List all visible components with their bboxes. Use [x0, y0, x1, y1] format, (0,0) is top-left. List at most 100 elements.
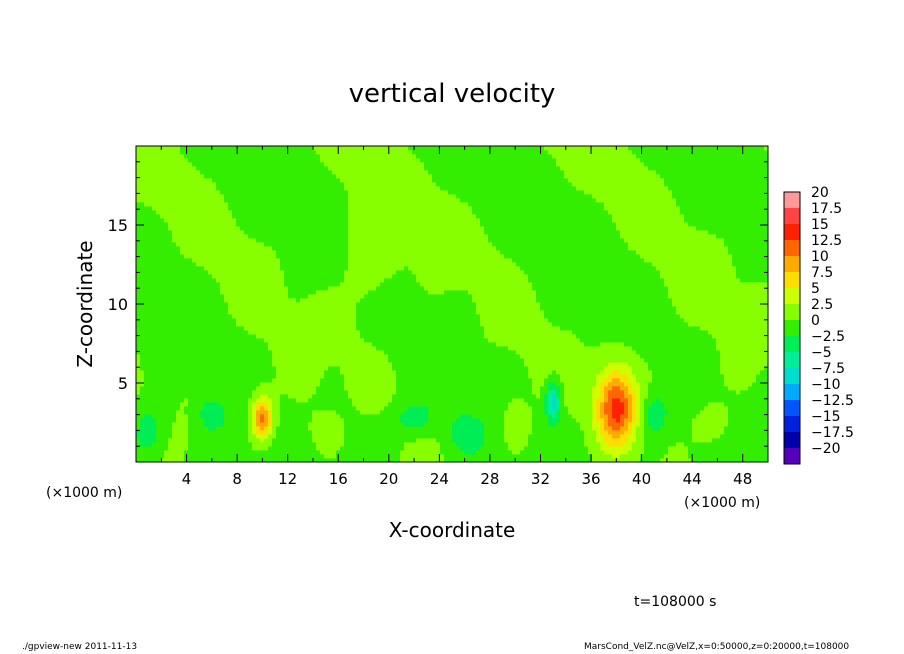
heatmap-cell — [656, 422, 661, 427]
heatmap-cell — [480, 450, 485, 455]
heatmap-cell — [712, 346, 717, 351]
heatmap-cell — [396, 370, 401, 375]
heatmap-cell — [420, 350, 425, 355]
heatmap-cell — [392, 346, 397, 351]
heatmap-cell — [252, 430, 257, 435]
heatmap-cell — [240, 354, 245, 359]
heatmap-cell — [380, 342, 385, 347]
heatmap-cell — [468, 370, 473, 375]
heatmap-cell — [704, 378, 709, 383]
heatmap-cell — [208, 434, 213, 439]
heatmap-cell — [400, 446, 405, 451]
heatmap-cell — [656, 350, 661, 355]
heatmap-cell — [376, 342, 381, 347]
heatmap-cell — [300, 382, 305, 387]
heatmap-cell — [748, 434, 753, 439]
heatmap-cell — [736, 378, 741, 383]
heatmap-cell — [468, 406, 473, 411]
heatmap-cell — [500, 334, 505, 339]
heatmap-cell — [140, 438, 145, 443]
heatmap-cell — [204, 370, 209, 375]
heatmap-cell — [188, 370, 193, 375]
heatmap-cell — [724, 386, 729, 391]
heatmap-cell — [532, 450, 537, 455]
heatmap-cell — [620, 418, 625, 423]
heatmap-cell — [608, 390, 613, 395]
heatmap-cell — [364, 350, 369, 355]
heatmap-cell — [568, 418, 573, 423]
heatmap-cell — [136, 458, 141, 463]
heatmap-cell — [296, 414, 301, 419]
heatmap-cell — [608, 346, 613, 351]
heatmap-cell — [440, 418, 445, 423]
heatmap-cell — [428, 390, 433, 395]
heatmap-cell — [600, 430, 605, 435]
heatmap-cell — [280, 350, 285, 355]
heatmap-cell — [580, 362, 585, 367]
heatmap-cell — [168, 342, 173, 347]
heatmap-cell — [356, 450, 361, 455]
heatmap-cell — [148, 374, 153, 379]
heatmap-cell — [696, 346, 701, 351]
heatmap-cell — [728, 354, 733, 359]
heatmap-cell — [464, 386, 469, 391]
heatmap-cell — [532, 350, 537, 355]
heatmap-cell — [456, 358, 461, 363]
heatmap-cell — [200, 410, 205, 415]
heatmap-cell — [468, 366, 473, 371]
heatmap-cell — [732, 458, 737, 463]
heatmap-cell — [332, 374, 337, 379]
heatmap-cell — [240, 458, 245, 463]
heatmap-cell — [460, 458, 465, 463]
heatmap-cell — [660, 438, 665, 443]
heatmap-cell — [432, 386, 437, 391]
heatmap-cell — [684, 418, 689, 423]
heatmap-cell — [744, 434, 749, 439]
heatmap-cell — [672, 390, 677, 395]
heatmap-cell — [508, 422, 513, 427]
heatmap-cell — [360, 350, 365, 355]
heatmap-cell — [312, 366, 317, 371]
heatmap-cell — [352, 430, 357, 435]
heatmap-cell — [484, 346, 489, 351]
heatmap-cell — [312, 334, 317, 339]
heatmap-cell — [384, 422, 389, 427]
heatmap-cell — [628, 426, 633, 431]
heatmap-cell — [164, 350, 169, 355]
heatmap-cell — [716, 402, 721, 407]
heatmap-cell — [608, 438, 613, 443]
heatmap-cell — [500, 450, 505, 455]
heatmap-cell — [476, 354, 481, 359]
heatmap-cell — [224, 358, 229, 363]
heatmap-cell — [332, 430, 337, 435]
heatmap-cell — [700, 406, 705, 411]
heatmap-cell — [164, 426, 169, 431]
heatmap-cell — [424, 366, 429, 371]
heatmap-cell — [432, 446, 437, 451]
heatmap-cell — [240, 366, 245, 371]
heatmap-cell — [664, 382, 669, 387]
heatmap-cell — [756, 362, 761, 367]
heatmap-cell — [188, 374, 193, 379]
heatmap-cell — [260, 434, 265, 439]
heatmap-cell — [564, 434, 569, 439]
heatmap-cell — [704, 374, 709, 379]
heatmap-cell — [276, 442, 281, 447]
heatmap-cell — [444, 362, 449, 367]
heatmap-cell — [348, 414, 353, 419]
heatmap-cell — [176, 362, 181, 367]
heatmap-cell — [144, 378, 149, 383]
heatmap-cell — [464, 370, 469, 375]
heatmap-cell — [696, 442, 701, 447]
heatmap-cell — [712, 414, 717, 419]
heatmap-cell — [556, 346, 561, 351]
heatmap-cell — [248, 346, 253, 351]
heatmap-cell — [476, 342, 481, 347]
heatmap-cell — [168, 458, 173, 463]
heatmap-cell — [556, 382, 561, 387]
heatmap-cell — [456, 414, 461, 419]
heatmap-cell — [680, 350, 685, 355]
heatmap-cell — [660, 434, 665, 439]
heatmap-cell — [500, 430, 505, 435]
heatmap-cell — [564, 402, 569, 407]
